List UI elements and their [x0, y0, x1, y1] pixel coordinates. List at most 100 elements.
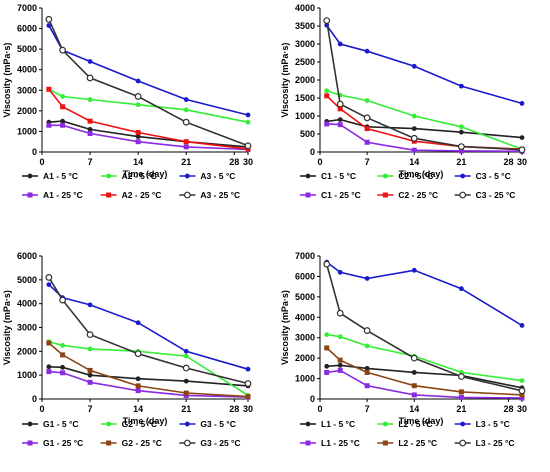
legend-label: G1 - 25 °C	[43, 438, 83, 448]
data-point	[135, 139, 141, 145]
data-point	[60, 122, 66, 128]
data-point	[245, 119, 251, 125]
series-5	[46, 86, 251, 152]
x-tick-label: 0	[39, 404, 44, 414]
data-point	[134, 93, 142, 100]
x-axis-title: Time (day)	[399, 169, 444, 179]
legend-swatch-marker	[382, 173, 388, 179]
data-point	[135, 320, 141, 326]
x-tick-label: 0	[317, 157, 322, 167]
y-tick-label: 5000	[17, 44, 37, 54]
legend-swatch-marker	[305, 192, 311, 198]
data-point	[336, 309, 344, 317]
legend-swatch-marker	[27, 192, 33, 198]
y-tick-label: 5000	[17, 275, 37, 285]
data-point	[411, 383, 417, 389]
y-tick-label: 4000	[17, 299, 37, 309]
data-point	[337, 122, 343, 128]
data-point	[364, 48, 370, 54]
legend-swatch-marker	[184, 173, 190, 179]
legend-label: A2 - 5 °C	[122, 171, 157, 181]
series-line	[326, 347, 523, 396]
data-point	[364, 98, 370, 103]
data-point	[87, 346, 93, 352]
legend-swatch-marker	[183, 439, 191, 447]
y-tick-label: 0	[32, 394, 37, 404]
legend-swatch-marker	[382, 440, 388, 446]
x-tick-label: 7	[88, 404, 93, 414]
series-3	[46, 282, 251, 372]
x-tick-label: 7	[365, 404, 370, 414]
legend-swatch-marker	[460, 173, 466, 179]
series-3	[324, 259, 525, 328]
data-point	[46, 23, 52, 28]
data-point	[183, 144, 189, 150]
x-tick-label: 14	[133, 404, 143, 414]
legend-swatch-marker	[106, 440, 112, 446]
data-point	[183, 139, 189, 145]
legend-label: A2 - 25 °C	[122, 190, 162, 200]
chart-panel-1: 0 1000 2000 3000 4000 5000 6000 7000 0 7 14 21 28 30 T…	[2, 3, 253, 200]
data-point	[60, 94, 65, 99]
data-point	[458, 148, 464, 154]
y-tick-label: 3000	[295, 39, 315, 49]
x-tick-label: 30	[243, 404, 253, 414]
x-tick-label: 14	[133, 157, 143, 167]
x-axis-title: Time (day)	[123, 169, 168, 179]
data-point	[324, 363, 330, 369]
data-point	[245, 366, 251, 372]
x-tick-label: 21	[181, 404, 191, 414]
y-tick-label: 2000	[17, 106, 37, 116]
data-point	[59, 296, 66, 304]
legend: G1 - 5 °C G2 - 5 °C G3 - 5 °C G1 - 25 °C G2 …	[22, 419, 241, 448]
series-1	[324, 117, 525, 141]
data-point	[87, 372, 93, 378]
data-point	[87, 367, 93, 373]
data-point	[87, 97, 93, 102]
series-line	[48, 342, 249, 398]
y-tick-label: 2000	[17, 346, 37, 356]
series-2	[46, 339, 251, 398]
legend-label: G1 - 5 °C	[43, 419, 79, 429]
series-line	[48, 88, 249, 123]
x-tick-label: 28	[229, 404, 239, 414]
data-point	[183, 97, 189, 102]
series-line	[48, 88, 249, 150]
legend-swatch-marker	[382, 421, 388, 427]
data-point	[87, 59, 93, 64]
x-axis-title: Time (day)	[123, 416, 168, 426]
x-tick-label: 7	[88, 157, 93, 167]
data-point	[135, 376, 141, 382]
series-3	[46, 23, 251, 118]
data-point	[60, 364, 65, 370]
legend-label: A1 - 5 °C	[43, 171, 78, 181]
x-tick-label: 21	[456, 404, 466, 414]
data-point	[337, 41, 343, 47]
legend-label: L2 - 5 °C	[398, 419, 432, 429]
y-tick-label: 1000	[295, 111, 315, 121]
legend-label: C2 - 5 °C	[398, 171, 433, 181]
data-point	[518, 146, 526, 154]
data-point	[46, 340, 52, 346]
data-point	[46, 369, 52, 375]
series-5	[324, 93, 525, 152]
legend-swatch-marker	[183, 191, 191, 199]
legend: L1 - 5 °C L2 - 5 °C L3 - 5 °C L1 - 25 °C L2 …	[300, 419, 514, 448]
data-point	[337, 362, 343, 368]
data-point	[364, 365, 370, 371]
chart-panel-2: 0 500 1000 1500 2000 2500 3000 3500 4000 0 7 14 21 28…	[280, 3, 527, 200]
data-point	[182, 364, 190, 372]
data-point	[337, 357, 343, 363]
data-point	[183, 378, 189, 384]
data-point	[324, 369, 330, 375]
x-tick-label: 28	[504, 404, 514, 414]
data-point	[46, 122, 52, 128]
data-point	[87, 302, 93, 308]
data-point	[459, 83, 464, 89]
data-point	[87, 130, 93, 136]
data-point	[458, 394, 464, 400]
data-point	[183, 107, 189, 113]
legend-label: C1 - 25 °C	[321, 190, 361, 200]
x-axis-title: Time (day)	[399, 416, 444, 426]
y-axis-title: Viscosity (mPa·s)	[280, 290, 290, 365]
